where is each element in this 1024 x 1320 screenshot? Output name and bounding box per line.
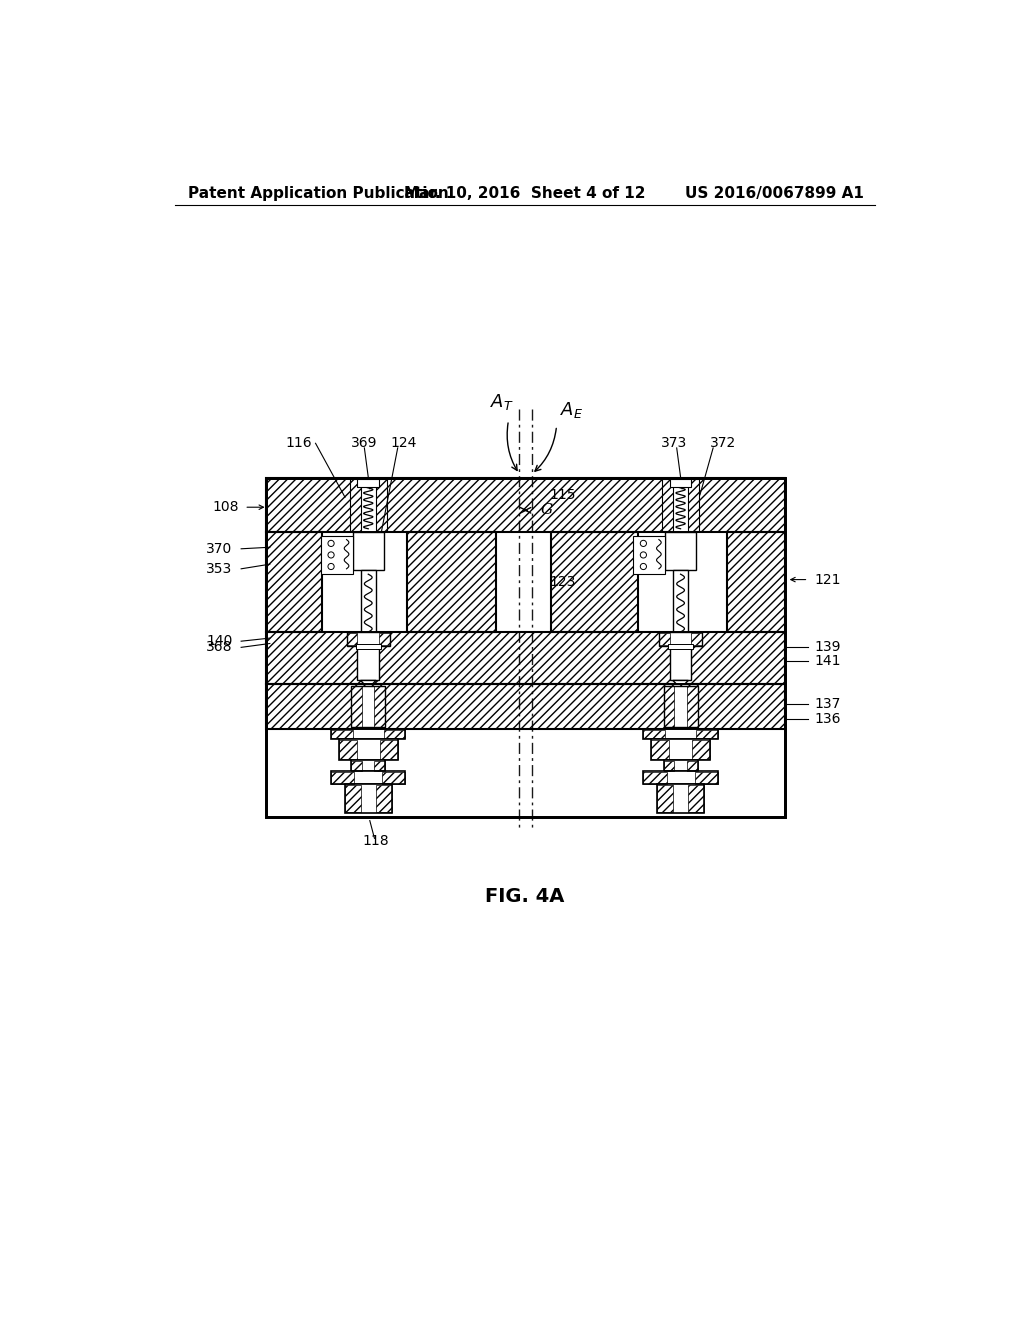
Polygon shape: [643, 771, 718, 784]
Circle shape: [328, 540, 334, 546]
Polygon shape: [357, 479, 379, 487]
Polygon shape: [643, 729, 718, 739]
Polygon shape: [664, 760, 697, 771]
Circle shape: [640, 564, 646, 570]
Polygon shape: [351, 760, 385, 771]
Text: 123: 123: [550, 576, 575, 589]
Circle shape: [328, 552, 334, 558]
Text: 118: 118: [362, 834, 389, 849]
Text: 370: 370: [206, 541, 232, 556]
Polygon shape: [670, 479, 691, 487]
Polygon shape: [665, 532, 696, 570]
Polygon shape: [349, 478, 387, 532]
Polygon shape: [321, 536, 352, 574]
Text: 137: 137: [815, 697, 841, 710]
Text: 108: 108: [212, 500, 239, 515]
Text: 372: 372: [710, 437, 736, 450]
Text: 353: 353: [206, 562, 232, 576]
Polygon shape: [346, 632, 390, 645]
Polygon shape: [669, 644, 693, 649]
Text: 139: 139: [814, 640, 841, 655]
Text: 115: 115: [550, 488, 577, 502]
Polygon shape: [664, 686, 697, 727]
Text: 140: 140: [206, 634, 232, 648]
Polygon shape: [670, 645, 691, 681]
Polygon shape: [331, 771, 406, 784]
Polygon shape: [658, 632, 702, 645]
Text: FIG. 4A: FIG. 4A: [485, 887, 564, 906]
Polygon shape: [331, 729, 406, 739]
Polygon shape: [673, 681, 688, 684]
Polygon shape: [352, 532, 384, 570]
Polygon shape: [633, 536, 665, 574]
Polygon shape: [357, 645, 379, 681]
Polygon shape: [662, 478, 699, 532]
Text: G: G: [541, 503, 553, 517]
Polygon shape: [360, 681, 376, 684]
Text: 141: 141: [814, 655, 841, 668]
Text: 124: 124: [390, 437, 417, 450]
Text: 373: 373: [662, 437, 687, 450]
Circle shape: [328, 564, 334, 570]
Text: US 2016/0067899 A1: US 2016/0067899 A1: [685, 186, 864, 201]
Text: Mar. 10, 2016  Sheet 4 of 12: Mar. 10, 2016 Sheet 4 of 12: [404, 186, 645, 201]
Polygon shape: [360, 570, 376, 636]
Text: $A_T$: $A_T$: [490, 392, 514, 412]
Polygon shape: [351, 686, 385, 727]
Text: 121: 121: [814, 573, 841, 586]
Polygon shape: [356, 644, 381, 649]
Polygon shape: [339, 739, 397, 760]
Text: 136: 136: [814, 711, 841, 726]
Polygon shape: [345, 784, 391, 813]
Text: $A_E$: $A_E$: [560, 400, 584, 420]
Polygon shape: [657, 784, 703, 813]
Text: 368: 368: [206, 640, 232, 655]
Text: Patent Application Publication: Patent Application Publication: [188, 186, 450, 201]
Circle shape: [640, 540, 646, 546]
Polygon shape: [651, 739, 710, 760]
Polygon shape: [351, 479, 385, 531]
Polygon shape: [664, 479, 697, 531]
Text: 369: 369: [351, 437, 378, 450]
Text: 116: 116: [286, 437, 312, 450]
Polygon shape: [673, 570, 688, 636]
Circle shape: [640, 552, 646, 558]
